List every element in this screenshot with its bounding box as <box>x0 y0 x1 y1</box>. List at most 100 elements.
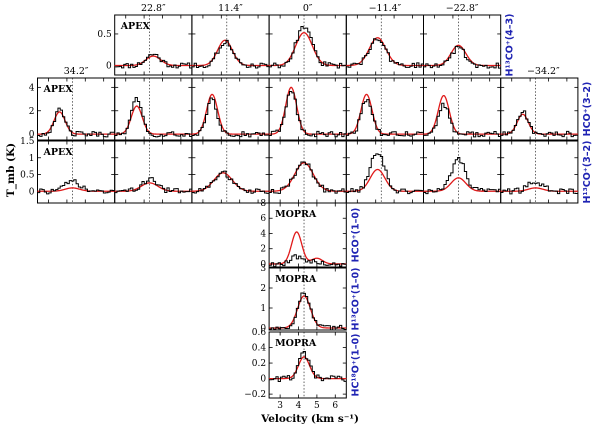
spectrum-panel <box>191 77 270 141</box>
y-tick-label: 2 <box>29 107 35 117</box>
observed-spectrum-line <box>191 170 270 194</box>
model-spectrum-line <box>346 37 424 67</box>
y-tick-label: 0.2 <box>252 359 266 369</box>
telescope-label: APEX <box>43 84 74 95</box>
observed-spectrum-line <box>269 350 347 382</box>
panel-frame <box>345 140 424 204</box>
y-tick-label: 8 <box>260 199 266 209</box>
y-tick-label: 0.4 <box>252 344 267 354</box>
y-tick-label: 0 <box>260 324 266 334</box>
y-tick-label: 1.5 <box>20 137 35 147</box>
spectrum-panel <box>423 140 502 204</box>
observed-spectrum-line <box>269 254 347 268</box>
spectrum-panel <box>345 140 424 204</box>
x-axis-label: Velocity (km s⁻¹) <box>260 413 359 425</box>
molecule-label: HCO⁺(1–0) <box>350 208 361 263</box>
observed-spectrum-line <box>269 91 347 138</box>
model-spectrum-line <box>269 32 347 67</box>
y-tick-label: 2 <box>260 245 266 255</box>
spectrum-panel <box>423 14 502 76</box>
observed-spectrum-line <box>423 102 501 138</box>
spectrum-panel: MOPRA 0 2 4 6 8 <box>260 199 347 270</box>
model-spectrum-line <box>346 168 424 192</box>
telescope-label: MOPRA <box>275 209 317 220</box>
observed-spectrum-line <box>114 177 192 194</box>
spectrum-panel: APEX 0 0.5 1 1.5 <box>20 137 116 204</box>
y-tick-label: 3 <box>260 264 266 274</box>
model-spectrum-line <box>269 162 347 192</box>
observed-spectrum-line <box>269 161 347 194</box>
offset-label: 22.8″ <box>141 3 166 14</box>
spectrum-panel: MOPRA 0 1 2 3 <box>260 264 347 334</box>
offset-label: 34.2″ <box>64 66 89 77</box>
x-tick-label: 3 <box>277 401 283 411</box>
y-tick-label: 0.5 <box>20 171 35 181</box>
offset-label: 11.4″ <box>218 3 243 14</box>
panel-frame <box>114 140 193 204</box>
spectrum-panel: MOPRA −0.2 0 0.2 0.4 0.6 <box>244 328 347 400</box>
labels-layer: Velocity (km s⁻¹) T_mb (K) <box>5 143 359 425</box>
y-axis-label: T_mb (K) <box>5 143 18 197</box>
molecule-label: HCO⁺(3–2) <box>582 82 593 137</box>
panels-layer: APEX 0 0.5 H¹³CO⁺(4–3) APEX 0 2 4 HCO⁺(3–2) APEX 0… <box>20 3 593 411</box>
observed-spectrum-line <box>37 107 115 138</box>
y-tick-label: 0.5 <box>97 30 112 40</box>
molecule-label: H¹³CO⁺(4–3) <box>505 14 516 77</box>
observed-spectrum-line <box>37 179 115 195</box>
panel-frame <box>423 140 502 204</box>
spectrum-panel <box>500 140 579 204</box>
panel-frame <box>268 267 347 331</box>
molecule-label: H¹³CO⁺(1–0) <box>350 268 361 331</box>
spectrum-panel <box>268 77 347 141</box>
spectrum-panel: APEX 0 0.5 <box>97 14 193 76</box>
observed-spectrum-line <box>423 45 501 69</box>
y-tick-label: 0 <box>260 260 266 270</box>
offset-label: −22.8″ <box>446 3 479 14</box>
telescope-label: APEX <box>43 147 74 158</box>
observed-spectrum-line <box>500 110 578 138</box>
spectrum-panel <box>345 77 424 141</box>
y-tick-label: 0.6 <box>252 328 267 338</box>
model-spectrum-line <box>191 93 270 135</box>
telescope-label: APEX <box>120 21 151 32</box>
offset-label: −11.4″ <box>369 3 402 14</box>
model-spectrum-line <box>191 39 270 67</box>
y-tick-label: 1 <box>29 154 35 164</box>
y-tick-label: 2 <box>260 284 266 294</box>
x-tick-label: 4 <box>296 401 302 411</box>
observed-spectrum-line <box>346 38 424 68</box>
observed-spectrum-line <box>269 292 347 331</box>
panel-frame <box>423 14 502 76</box>
model-spectrum-line <box>269 231 347 265</box>
model-spectrum-line <box>423 177 501 192</box>
spectrum-panel: APEX 0 2 4 <box>29 77 116 141</box>
panel-frame <box>423 77 502 141</box>
panel-frame <box>268 202 347 268</box>
telescope-label: MOPRA <box>275 338 317 349</box>
panel-frame <box>500 77 579 141</box>
observed-spectrum-line <box>114 96 192 138</box>
y-tick-label: 0 <box>29 187 35 197</box>
observed-spectrum-line <box>114 53 192 69</box>
y-tick-label: 0 <box>29 130 35 140</box>
observed-spectrum-line <box>191 97 270 138</box>
y-tick-label: 4 <box>29 83 35 93</box>
model-spectrum-line <box>114 55 192 67</box>
spectrum-panel <box>114 77 193 141</box>
telescope-label: MOPRA <box>275 274 317 285</box>
y-tick-label: −0.2 <box>244 390 266 400</box>
observed-spectrum-line <box>423 156 501 195</box>
spectrum-panel <box>345 14 424 76</box>
observed-spectrum-line <box>191 39 270 69</box>
y-tick-label: 1 <box>260 304 266 314</box>
observed-spectrum-line <box>346 153 424 195</box>
spectrum-panel <box>423 77 502 141</box>
observed-spectrum-line <box>346 99 424 137</box>
spectrum-panel <box>268 14 347 76</box>
y-tick-label: 0 <box>106 62 112 72</box>
offset-label: 0″ <box>303 3 313 14</box>
spectrum-panel <box>268 140 347 204</box>
y-tick-label: 6 <box>260 214 266 224</box>
y-tick-label: 0 <box>260 375 266 385</box>
